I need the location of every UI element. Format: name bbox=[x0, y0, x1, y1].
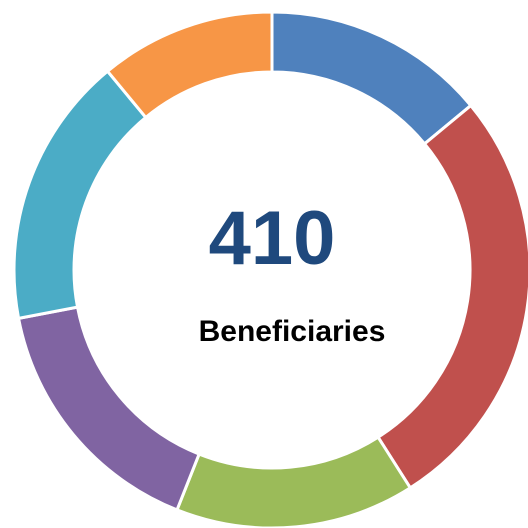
donut-segment bbox=[376, 103, 528, 490]
donut-segment bbox=[105, 10, 274, 120]
segments bbox=[12, 10, 528, 528]
donut-segment bbox=[175, 435, 413, 528]
center-label: Beneficiaries bbox=[199, 315, 386, 348]
donut-segment bbox=[270, 10, 473, 146]
donut-segment bbox=[16, 305, 202, 512]
donut-segment bbox=[12, 69, 148, 321]
center-total: 410 bbox=[209, 196, 336, 281]
